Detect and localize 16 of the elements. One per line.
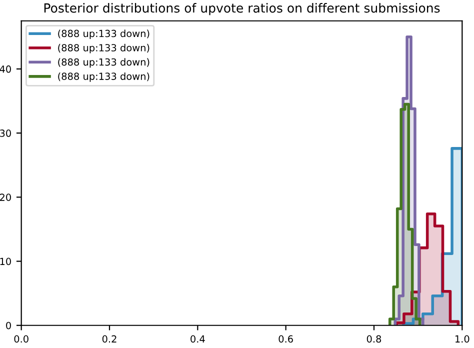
- y-tick-label: 20: [0, 194, 11, 201]
- legend-label: (888 up:133 down): [58, 30, 150, 40]
- x-tick-label: 0.0: [14, 335, 28, 343]
- y-tick-label: 40: [0, 65, 11, 73]
- y-tick-label: 10: [0, 258, 11, 266]
- legend-label: (888 up:133 down): [58, 44, 150, 54]
- x-tick-label: 0.2: [102, 335, 116, 343]
- legend-label: (888 up:133 down): [58, 72, 150, 82]
- x-tick-label: 0.8: [366, 335, 382, 343]
- x-tick-label: 0.6: [278, 335, 293, 343]
- legend-label: (888 up:133 down): [58, 58, 150, 68]
- y-tick-label: 0: [6, 322, 11, 330]
- x-tick-label: 0.4: [190, 335, 205, 343]
- x-tick-label: 1.0: [455, 335, 470, 343]
- chart-title: Posterior distributions of upvote ratios on different submissions: [44, 3, 440, 16]
- y-tick-label: 30: [0, 130, 11, 137]
